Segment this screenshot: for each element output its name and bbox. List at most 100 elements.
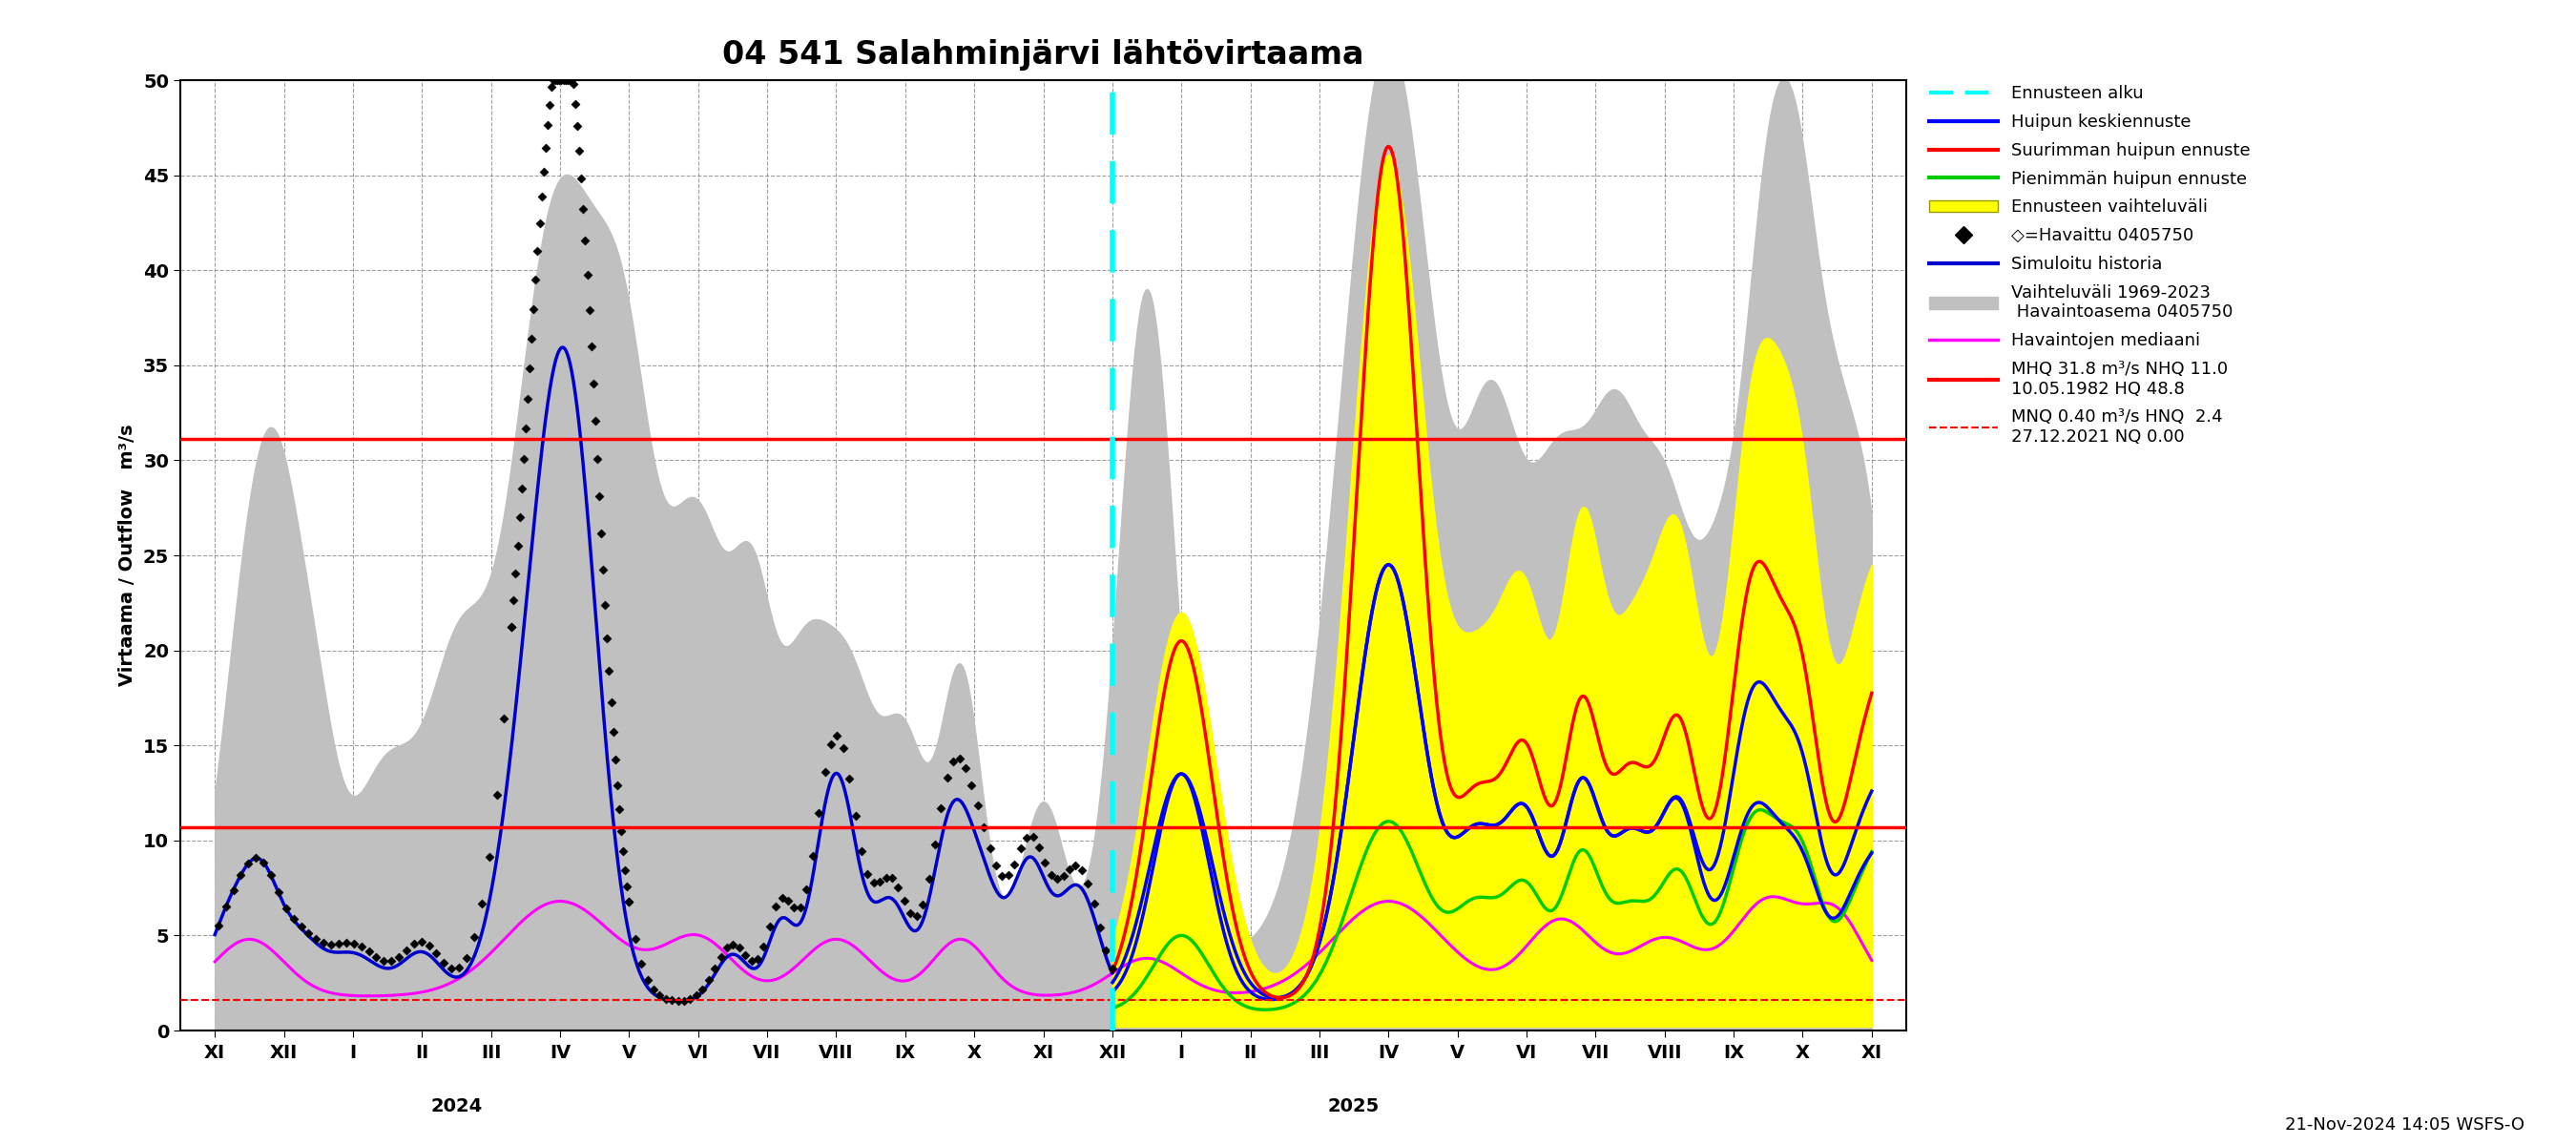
Point <box>665 992 706 1010</box>
Point <box>933 752 974 771</box>
Point <box>598 800 639 819</box>
Point <box>1061 861 1103 879</box>
Point <box>531 78 572 96</box>
Point <box>312 935 353 954</box>
Point <box>562 169 603 188</box>
Point <box>626 971 667 989</box>
Point <box>513 300 554 318</box>
Point <box>520 188 562 206</box>
Point <box>502 450 544 468</box>
Point <box>598 776 639 795</box>
Point <box>554 94 595 112</box>
Point <box>1066 874 1108 892</box>
Point <box>518 214 559 232</box>
Title: 04 541 Salahminjärvi lähtövirtaama: 04 541 Salahminjärvi lähtövirtaama <box>721 39 1365 71</box>
Point <box>768 892 809 910</box>
Point <box>853 874 894 892</box>
Point <box>719 939 760 957</box>
Point <box>608 892 649 910</box>
Point <box>621 955 662 973</box>
Point <box>866 868 907 886</box>
Point <box>1030 866 1072 884</box>
Point <box>762 889 804 907</box>
Point <box>889 905 930 923</box>
Point <box>273 910 314 929</box>
Text: 2025: 2025 <box>1329 1097 1381 1115</box>
Point <box>683 980 724 998</box>
Point <box>562 199 603 218</box>
Point <box>1007 828 1048 846</box>
Point <box>750 917 791 935</box>
Point <box>938 750 979 768</box>
Point <box>526 139 567 157</box>
Point <box>603 842 644 860</box>
Point <box>1043 867 1084 885</box>
Point <box>585 595 626 614</box>
Point <box>371 951 412 970</box>
Point <box>693 960 734 978</box>
Point <box>639 986 680 1004</box>
Point <box>644 989 685 1008</box>
Point <box>811 735 853 753</box>
Point <box>551 71 592 89</box>
Point <box>394 934 435 953</box>
Point <box>325 933 366 951</box>
Point <box>355 948 397 966</box>
Point <box>296 930 337 948</box>
Point <box>706 939 747 957</box>
Point <box>605 861 647 879</box>
Point <box>430 960 471 978</box>
Point <box>572 337 613 355</box>
Point <box>829 769 871 788</box>
Text: 21-Nov-2024 14:05 WSFS-O: 21-Nov-2024 14:05 WSFS-O <box>2285 1116 2524 1134</box>
Point <box>871 869 912 887</box>
Point <box>386 941 428 960</box>
Point <box>492 591 533 609</box>
Point <box>556 117 598 135</box>
Point <box>569 301 611 319</box>
Point <box>1092 960 1133 978</box>
Point <box>786 881 827 899</box>
Point <box>963 818 1005 836</box>
Point <box>304 934 345 953</box>
Point <box>500 508 541 527</box>
Point <box>580 487 621 505</box>
Point <box>969 839 1010 858</box>
Point <box>608 892 649 910</box>
Point <box>317 934 358 953</box>
Point <box>495 564 536 583</box>
Point <box>791 847 832 866</box>
Point <box>198 916 240 934</box>
Point <box>781 898 822 916</box>
Point <box>590 693 631 711</box>
Point <box>840 842 881 860</box>
Point <box>528 117 569 135</box>
Legend: Ennusteen alku, Huipun keskiennuste, Suurimman huipun ennuste, Pienimmän huipun : Ennusteen alku, Huipun keskiennuste, Suu… <box>1924 80 2257 451</box>
Point <box>1079 918 1121 937</box>
Point <box>976 856 1018 875</box>
Point <box>999 839 1041 858</box>
Point <box>242 853 283 871</box>
Point <box>492 617 533 635</box>
Point <box>755 898 796 916</box>
Point <box>860 872 902 891</box>
Point <box>799 804 840 822</box>
Point <box>567 266 608 284</box>
Point <box>1074 894 1115 913</box>
Point <box>675 987 716 1005</box>
Point <box>250 866 291 884</box>
Point <box>289 924 330 942</box>
Point <box>605 877 647 895</box>
Point <box>848 864 889 883</box>
Point <box>461 894 502 913</box>
Point <box>544 71 585 89</box>
Point <box>348 942 389 961</box>
Point <box>402 932 443 950</box>
Point <box>587 662 629 680</box>
Point <box>484 709 526 727</box>
Point <box>515 270 556 289</box>
Point <box>822 740 863 758</box>
Point <box>363 951 404 970</box>
Point <box>533 71 574 89</box>
Point <box>541 71 582 89</box>
